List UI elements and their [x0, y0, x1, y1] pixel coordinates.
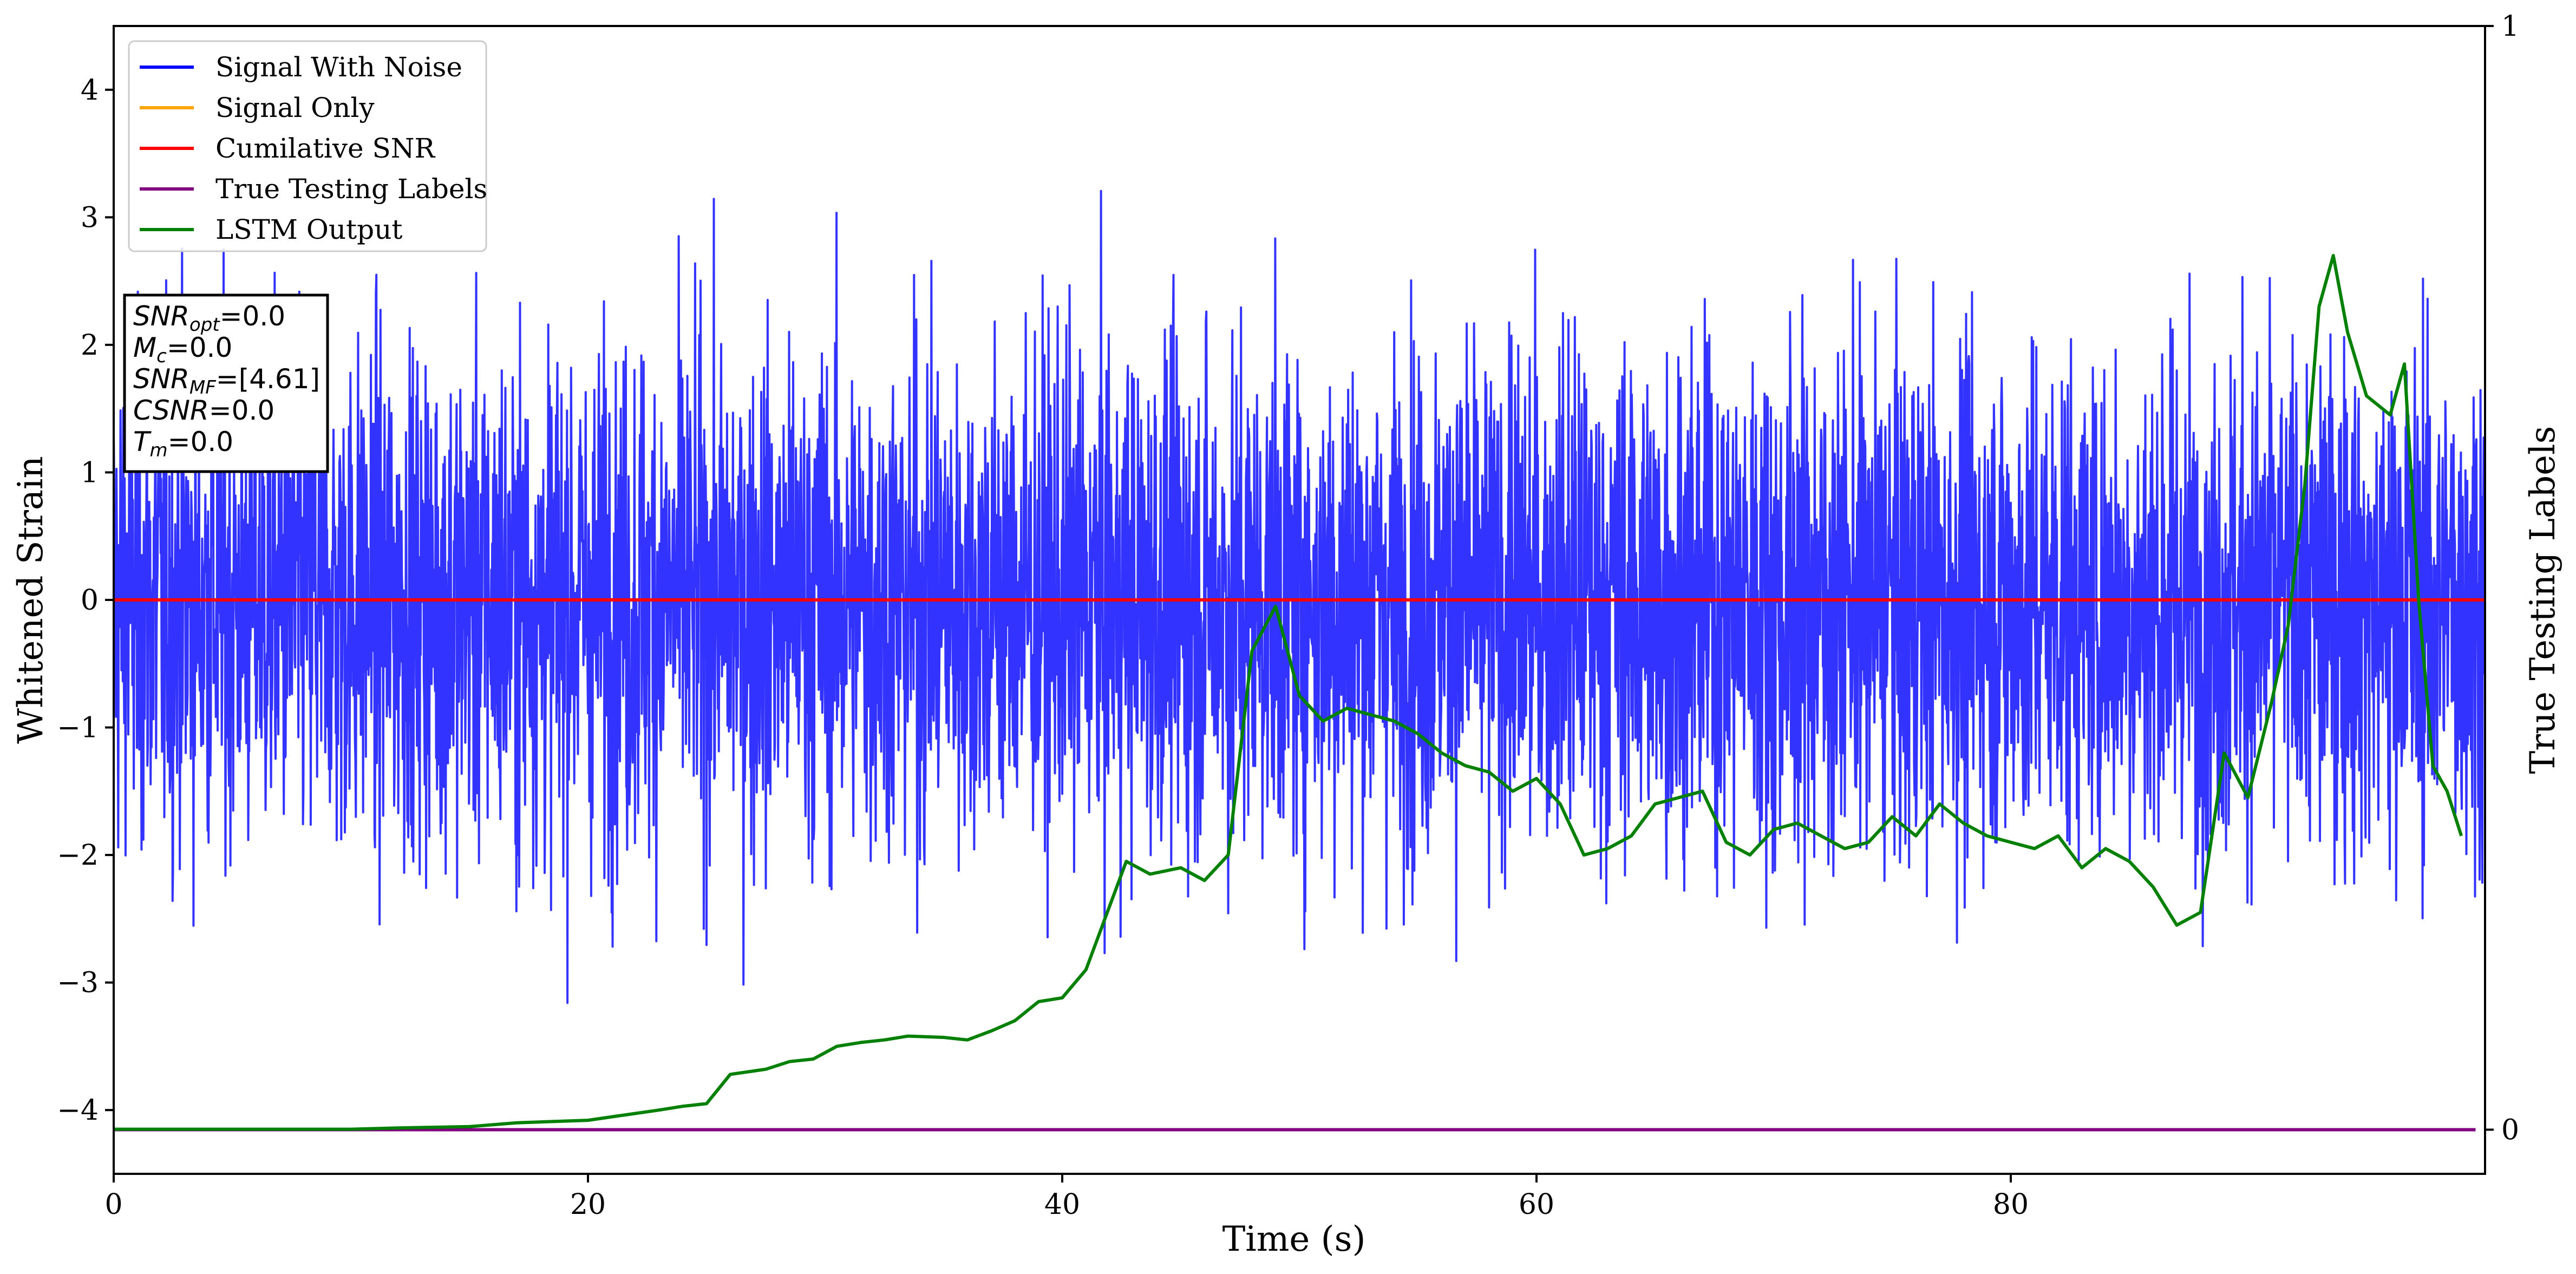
y-tick-label: 4	[81, 74, 99, 107]
x-axis-label: Time (s)	[1222, 1219, 1366, 1259]
series-lstm-output-line	[114, 254, 2463, 1131]
x-tick-label: 20	[570, 1188, 606, 1221]
annotation-frame	[123, 293, 329, 473]
annotation-line: Tm=0.0	[133, 426, 233, 461]
y-tick-label: 2	[81, 329, 99, 362]
y-axis-label: Whitened Strain	[11, 456, 51, 743]
y-tick-label: 1	[81, 456, 99, 489]
legend: Signal With Noise Signal Only Cumilative S…	[128, 40, 487, 252]
annotation-line: SNRopt=0.0	[133, 300, 285, 336]
legend-frame	[128, 40, 487, 252]
y2-tick-label: 1	[2501, 10, 2519, 43]
y-tick-label: −1	[57, 712, 99, 744]
legend-label: Signal Only	[215, 92, 375, 123]
annotation-line: CSNR=0.0	[133, 395, 274, 426]
x-tick-label: 40	[1044, 1188, 1080, 1221]
y-tick-label: 0	[81, 584, 99, 617]
plot-area	[114, 190, 2485, 1132]
annotation-box: SNRopt=0.0Mc=0.0SNRMF=[4.61]CSNR=0.0Tm=0…	[123, 293, 329, 473]
y-tick-label: −3	[57, 967, 99, 999]
legend-label: Cumilative SNR	[215, 133, 435, 164]
x-tick-label: 80	[1993, 1188, 2029, 1221]
annotation-line: SNRMF=[4.61]	[133, 363, 320, 398]
y-tick-label: −4	[57, 1094, 99, 1127]
y-tick-label: −2	[57, 839, 99, 872]
y-tick-label: 3	[81, 201, 99, 234]
x-tick-label: 0	[104, 1188, 122, 1221]
x-tick-label: 60	[1519, 1188, 1554, 1221]
y2-axis-label: True Testing Labels	[2523, 426, 2563, 774]
legend-label: True Testing Labels	[215, 173, 487, 205]
legend-label: LSTM Output	[215, 214, 402, 245]
legend-label: Signal With Noise	[215, 51, 462, 83]
y2-tick-label: 0	[2501, 1114, 2519, 1146]
series-signal-with-noise-line	[114, 190, 2485, 1004]
annotation-line: Mc=0.0	[133, 332, 232, 367]
